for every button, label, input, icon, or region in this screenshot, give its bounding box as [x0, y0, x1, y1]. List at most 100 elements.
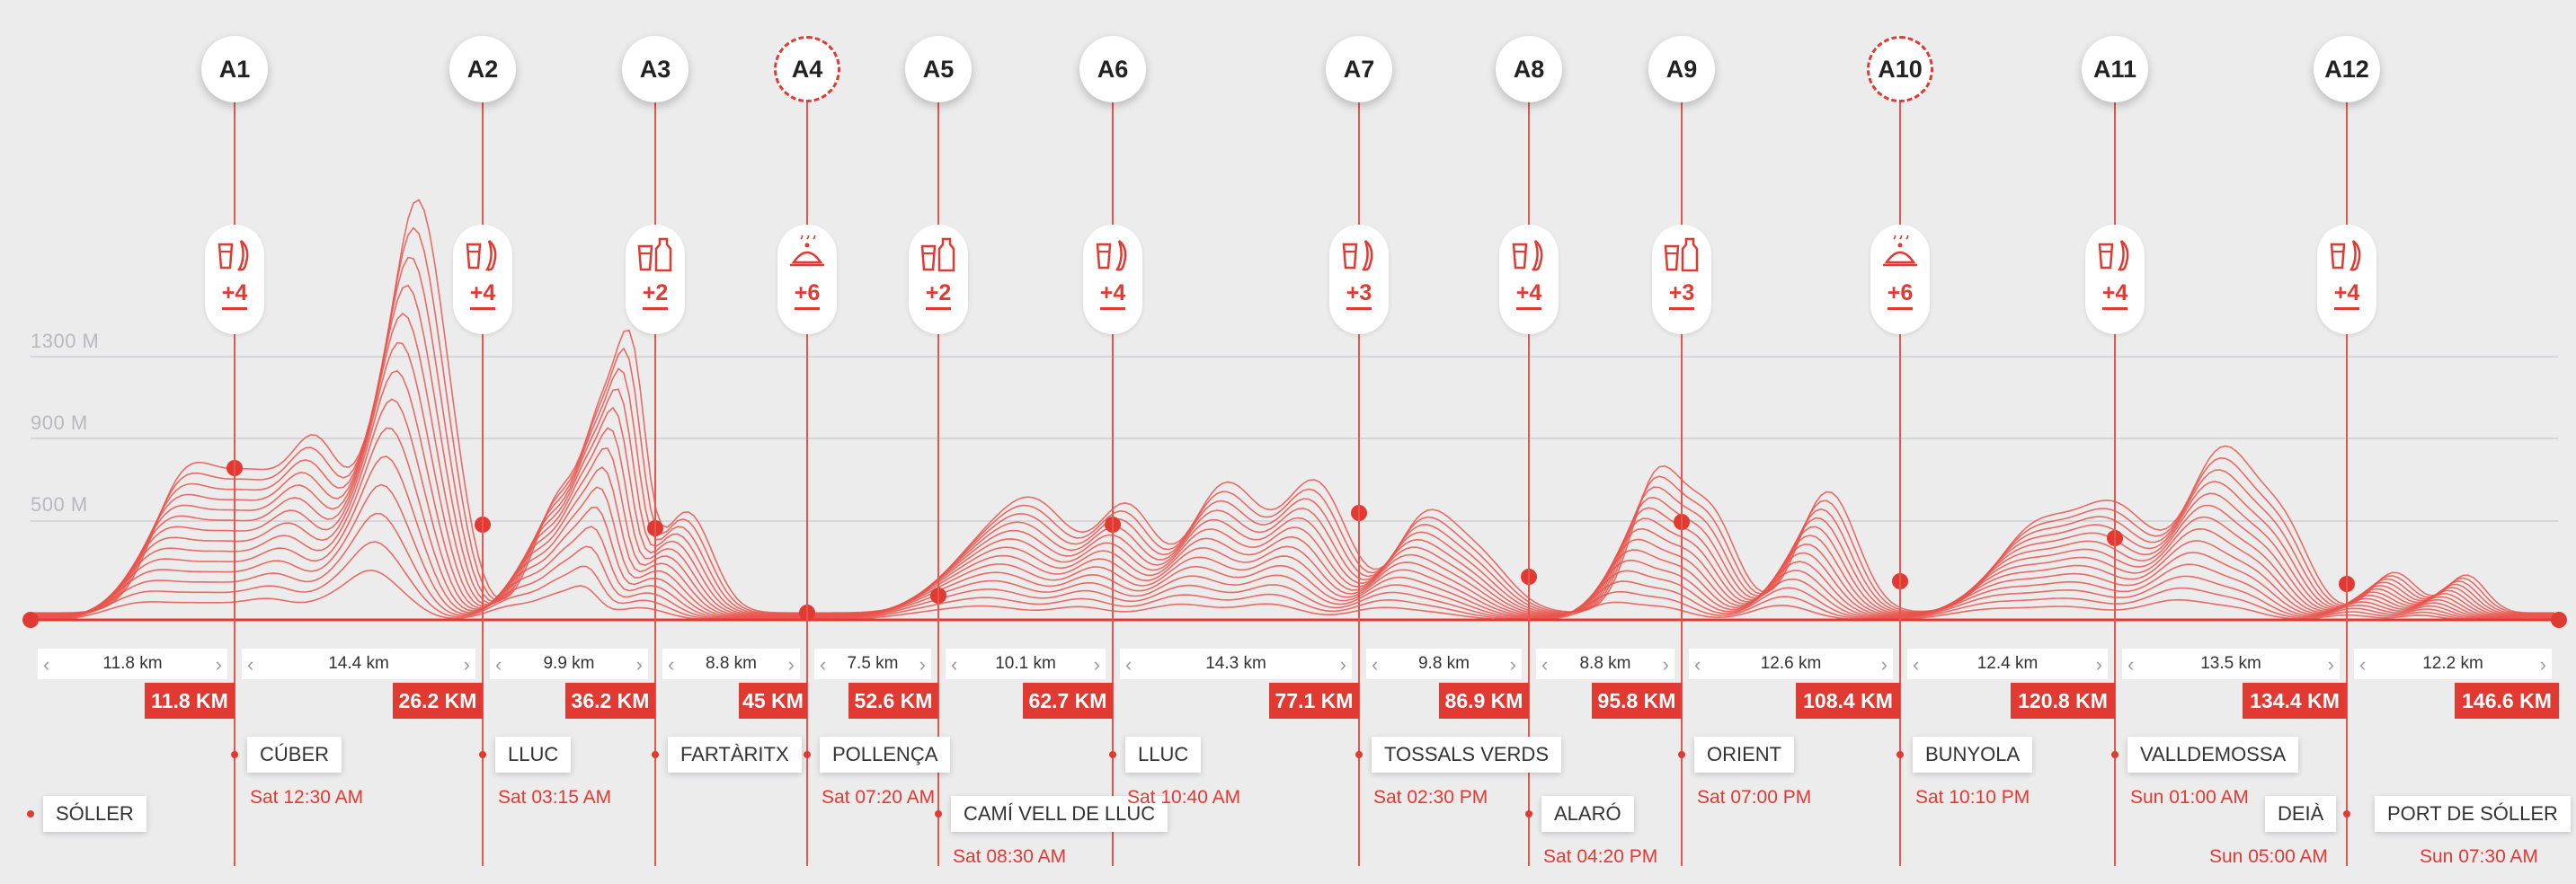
aid-station-a7[interactable]: A7	[1326, 36, 1392, 102]
cumulative-distance-badge: 36.2 KM	[565, 683, 655, 719]
location-marker-dot	[1525, 810, 1532, 818]
location-label[interactable]: BUNYOLA	[1913, 737, 2033, 773]
segment-distance-label: 7.5 km	[847, 654, 899, 673]
location-label[interactable]: VALLDEMOSSA	[2127, 737, 2299, 773]
aid-station-a9[interactable]: A9	[1648, 36, 1715, 102]
elevation-label: 1300 M	[31, 330, 100, 352]
chevron-right-icon[interactable]: ›	[2539, 653, 2546, 676]
location-time: Sun 01:00 AM	[2130, 787, 2249, 808]
aid-station-line	[1112, 70, 1114, 866]
aid-station-line	[654, 70, 656, 866]
aid-station-a2[interactable]: A2	[449, 36, 516, 102]
segment-distance: ‹ 13.5 km ›	[2122, 649, 2340, 679]
segment-distance: ‹ 14.4 km ›	[242, 649, 475, 679]
elevation-ridgeline	[31, 226, 2554, 614]
chevron-left-icon[interactable]: ‹	[2359, 653, 2367, 676]
chevron-left-icon[interactable]: ‹	[495, 653, 502, 676]
location-label[interactable]: TOSSALS VERDS	[1372, 737, 1561, 773]
bottle-icon	[918, 235, 959, 275]
location-time: Sat 07:20 AM	[822, 787, 936, 808]
chevron-right-icon[interactable]: ›	[1880, 653, 1888, 676]
aid-station-a3[interactable]: A3	[622, 36, 688, 102]
location-time: Sat 12:30 AM	[250, 787, 364, 808]
location-time: Sat 07:00 PM	[1697, 787, 1812, 808]
aid-station-a4[interactable]: A4	[774, 36, 840, 102]
aid-station-line	[1899, 70, 1901, 866]
aid-station-a12[interactable]: A12	[2314, 36, 2380, 102]
chevron-left-icon[interactable]: ‹	[1913, 653, 1920, 676]
elevation-label: 900 M	[31, 411, 88, 434]
segment-distance: ‹ 12.6 km ›	[1689, 649, 1893, 679]
aid-station-a10[interactable]: A10	[1867, 36, 1933, 102]
location-label[interactable]: ORIENT	[1694, 737, 1795, 773]
supply-badge: +2	[909, 225, 968, 334]
chevron-left-icon[interactable]: ‹	[668, 653, 675, 676]
location-time: Sat 08:30 AM	[953, 846, 1067, 867]
chevron-left-icon[interactable]: ‹	[1541, 653, 1549, 676]
cumulative-distance-badge: 120.8 KM	[2011, 683, 2115, 719]
chevron-right-icon[interactable]: ›	[1662, 653, 1669, 676]
location-label[interactable]: ALARÓ	[1541, 796, 1634, 832]
location-marker-dot	[1896, 751, 1904, 758]
segment-distance-label: 8.8 km	[705, 654, 758, 673]
chevron-right-icon[interactable]: ›	[215, 653, 222, 676]
chevron-right-icon[interactable]: ›	[635, 653, 643, 676]
chevron-left-icon[interactable]: ‹	[1125, 653, 1133, 676]
drink-icon	[462, 235, 503, 275]
supply-count: +4	[1515, 280, 1542, 310]
chevron-right-icon[interactable]: ›	[2327, 653, 2334, 676]
meal-icon	[786, 233, 828, 275]
chevron-right-icon[interactable]: ›	[1093, 653, 1100, 676]
supply-badge: +4	[1499, 225, 1559, 334]
drink-icon	[1092, 235, 1133, 275]
segment-distance-label: 11.8 km	[102, 654, 163, 673]
segment-distance-label: 12.6 km	[1760, 654, 1822, 673]
chevron-left-icon[interactable]: ‹	[1372, 653, 1379, 676]
location-label[interactable]: LLUC	[1125, 737, 1202, 773]
location-time: Sat 10:10 PM	[1915, 787, 2030, 808]
aid-station-a1[interactable]: A1	[201, 36, 268, 102]
location-label[interactable]: DEIÀ	[2265, 796, 2337, 832]
location-label[interactable]: CAMÍ VELL DE LLUC	[951, 796, 1168, 832]
aid-station-a5[interactable]: A5	[905, 36, 972, 102]
chevron-right-icon[interactable]: ›	[1509, 653, 1516, 676]
chevron-right-icon[interactable]: ›	[1339, 653, 1346, 676]
elevation-ridgeline	[31, 369, 2554, 617]
chevron-right-icon[interactable]: ›	[2095, 653, 2102, 676]
chevron-left-icon[interactable]: ‹	[43, 653, 50, 676]
chevron-left-icon[interactable]: ‹	[951, 653, 958, 676]
cumulative-distance-badge: 45 KM	[739, 683, 807, 719]
chevron-left-icon[interactable]: ‹	[820, 653, 827, 676]
location-label[interactable]: PORT DE SÓLLER	[2375, 796, 2571, 832]
elevation-ridgeline	[31, 312, 2554, 616]
location-label[interactable]: FARTÀRITX	[668, 737, 802, 773]
cumulative-distance-badge: 95.8 KM	[1592, 683, 1682, 719]
location-marker-dot	[1355, 751, 1363, 758]
aid-station-line	[1681, 70, 1683, 866]
chevron-left-icon[interactable]: ‹	[247, 653, 254, 676]
chevron-left-icon[interactable]: ‹	[1694, 653, 1701, 676]
aid-station-a11[interactable]: A11	[2082, 36, 2148, 102]
segment-distance: ‹ 11.8 km ›	[38, 649, 227, 679]
supply-badge: +4	[1083, 225, 1142, 334]
location-marker-dot	[479, 751, 486, 758]
chevron-left-icon[interactable]: ‹	[2127, 653, 2135, 676]
cumulative-distance-badge: 52.6 KM	[848, 683, 938, 719]
drink-icon	[2094, 235, 2136, 275]
aid-station-a8[interactable]: A8	[1496, 36, 1562, 102]
location-marker-dot	[804, 751, 811, 758]
chevron-right-icon[interactable]: ›	[787, 653, 795, 676]
location-label[interactable]: LLUC	[495, 737, 572, 773]
location-label[interactable]: CÚBER	[247, 737, 342, 773]
chevron-right-icon[interactable]: ›	[463, 653, 470, 676]
supply-badge: +6	[1870, 225, 1930, 334]
chevron-right-icon[interactable]: ›	[919, 653, 926, 676]
supply-count: +4	[469, 280, 496, 310]
location-label[interactable]: SÓLLER	[43, 796, 147, 832]
location-label[interactable]: POLLENÇA	[820, 737, 951, 773]
location-time: Sun 05:00 AM	[2209, 846, 2328, 867]
aid-station-a6[interactable]: A6	[1079, 36, 1146, 102]
segment-distance-label: 12.2 km	[2422, 654, 2483, 673]
supply-badge: +3	[1329, 225, 1389, 334]
segment-distance-label: 13.5 km	[2200, 654, 2261, 673]
